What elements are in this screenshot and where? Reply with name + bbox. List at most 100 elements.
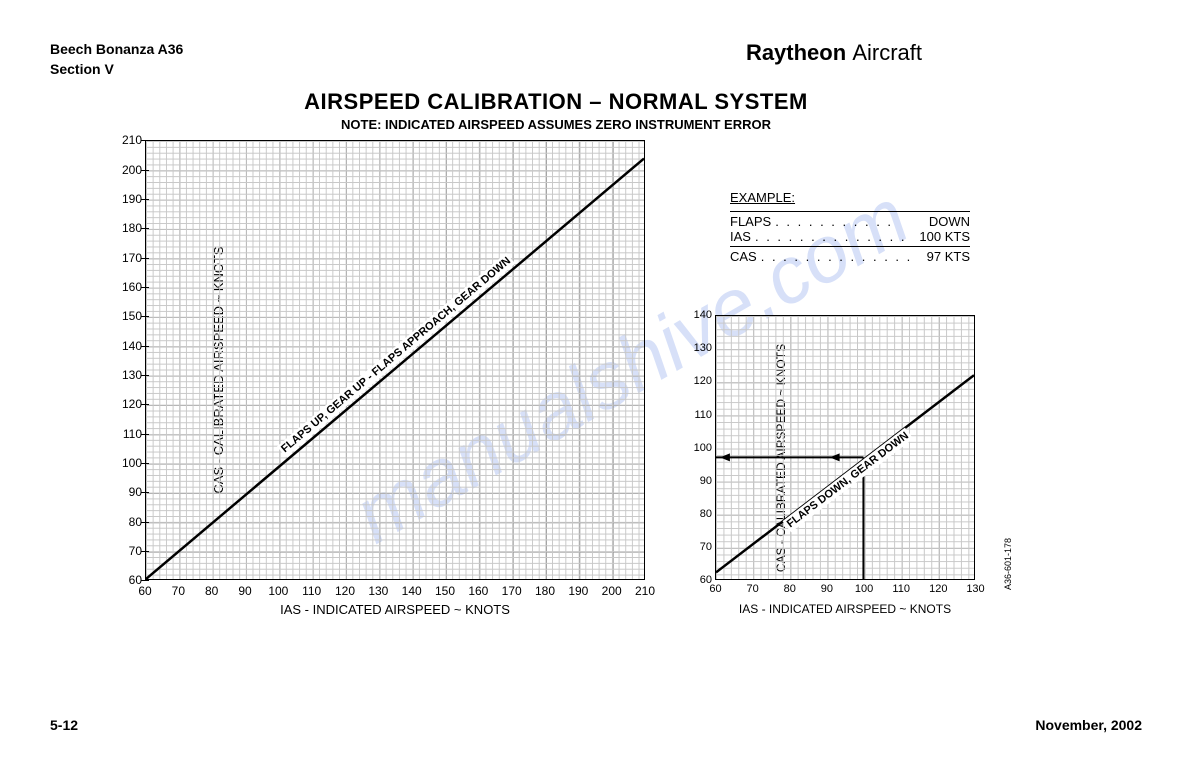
dots: . . . . . . . . . . . . . . — [761, 249, 923, 264]
chart1-ytick-mark — [141, 551, 149, 552]
chart1-xtick: 130 — [363, 584, 393, 598]
chart1-ytick-mark — [141, 580, 149, 581]
chart1-ytick-mark — [141, 228, 149, 229]
chart2-plot: FLAPS DOWN, GEAR DOWN — [715, 315, 975, 580]
chart2-xtick: 120 — [926, 583, 951, 595]
chart1-xlabel: IAS - INDICATED AIRSPEED ~ KNOTS — [145, 602, 645, 617]
chart1-ytick-mark — [141, 258, 149, 259]
example-rule-mid — [730, 246, 970, 247]
chart1-xtick: 110 — [297, 584, 327, 598]
example-row: IAS . . . . . . . . . . . . . . 100 KTS — [730, 229, 970, 244]
chart2-ytick: 80 — [682, 508, 712, 520]
brand-name: Raytheon — [746, 40, 846, 65]
chart2-ytick: 90 — [682, 475, 712, 487]
chart1-xtick: 190 — [563, 584, 593, 598]
brand-suffix: Aircraft — [852, 40, 922, 65]
chart1-ytick-mark — [141, 375, 149, 376]
chart1-ytick: 150 — [112, 309, 142, 323]
dots: . . . . . . . . . . . — [775, 214, 925, 229]
chart1-data-line — [146, 159, 644, 579]
example-result-label: CAS — [730, 249, 757, 264]
chart2-ytick: 60 — [682, 574, 712, 586]
chart1-xtick: 200 — [597, 584, 627, 598]
chart1-xtick: 70 — [163, 584, 193, 598]
chart1-ytick-mark — [141, 199, 149, 200]
aircraft-name: Beech Bonanza A36 — [50, 40, 183, 60]
header-left: Beech Bonanza A36 Section V — [50, 40, 183, 79]
chart1-ytick: 200 — [112, 163, 142, 177]
page-subtitle: NOTE: INDICATED AIRSPEED ASSUMES ZERO IN… — [170, 117, 942, 132]
chart1-ytick: 120 — [112, 397, 142, 411]
footer-date: November, 2002 — [1035, 717, 1142, 733]
chart1-ytick: 110 — [112, 427, 142, 441]
chart1-plot: FLAPS UP, GEAR UP - FLAPS APPROACH, GEAR… — [145, 140, 645, 580]
chart1-ytick: 170 — [112, 251, 142, 265]
chart1-ytick-mark — [141, 434, 149, 435]
chart2-xtick: 90 — [814, 583, 839, 595]
chart1-ytick-mark — [141, 522, 149, 523]
chart2-ytick: 110 — [682, 409, 712, 421]
example-label: IAS — [730, 229, 751, 244]
chart1-xtick: 150 — [430, 584, 460, 598]
page-title: AIRSPEED CALIBRATION – NORMAL SYSTEM — [170, 89, 942, 115]
chart2-ytick: 120 — [682, 375, 712, 387]
dots: . . . . . . . . . . . . . . — [755, 229, 915, 244]
header-right: Raytheon Aircraft — [746, 40, 922, 79]
chart1-xtick: 120 — [330, 584, 360, 598]
title-block: AIRSPEED CALIBRATION – NORMAL SYSTEM NOT… — [170, 89, 942, 132]
example-value: 100 KTS — [919, 229, 970, 244]
chart2-xtick: 100 — [852, 583, 877, 595]
example-value: DOWN — [929, 214, 970, 229]
chart2-ytick: 70 — [682, 541, 712, 553]
chart2-ytick: 130 — [682, 342, 712, 354]
chart1-xtick: 180 — [530, 584, 560, 598]
chart1-ytick-mark — [141, 463, 149, 464]
example-box: EXAMPLE: FLAPS . . . . . . . . . . . DOW… — [730, 190, 970, 264]
chart1-xtick: 170 — [497, 584, 527, 598]
chart1-ytick: 160 — [112, 280, 142, 294]
chart1-xtick: 100 — [263, 584, 293, 598]
chart1-ytick: 210 — [112, 133, 142, 147]
example-row: FLAPS . . . . . . . . . . . DOWN — [730, 214, 970, 229]
chart1-ytick: 80 — [112, 515, 142, 529]
chart1-ytick: 190 — [112, 192, 142, 206]
chart2-ytick: 100 — [682, 442, 712, 454]
chart1-xtick: 160 — [463, 584, 493, 598]
page-header: Beech Bonanza A36 Section V Raytheon Air… — [50, 40, 1142, 79]
chart1-xtick: 140 — [397, 584, 427, 598]
chart2-xtick: 80 — [777, 583, 802, 595]
chart1-ytick: 70 — [112, 544, 142, 558]
chart2-xtick: 110 — [889, 583, 914, 595]
chart1-ytick: 90 — [112, 485, 142, 499]
example-label: FLAPS — [730, 214, 771, 229]
chart1-xtick: 210 — [630, 584, 660, 598]
chart2-ytick: 140 — [682, 309, 712, 321]
chart1-ytick-mark — [141, 287, 149, 288]
example-result-value: 97 KTS — [927, 249, 970, 264]
chart-flaps-down: CAS - CALIBRATED AIRSPEED ~ KNOTS FLAPS … — [675, 315, 995, 600]
chart1-ytick: 60 — [112, 573, 142, 587]
chart1-ytick: 130 — [112, 368, 142, 382]
section-name: Section V — [50, 60, 183, 80]
chart1-ytick-mark — [141, 140, 149, 141]
chart-main: CAS - CALIBRATED AIRSPEED ~ KNOTS FLAPS … — [105, 140, 650, 600]
chart2-xlabel: IAS - INDICATED AIRSPEED ~ KNOTS — [715, 602, 975, 616]
charts-area: CAS - CALIBRATED AIRSPEED ~ KNOTS FLAPS … — [50, 140, 1142, 680]
page-footer: 5-12 November, 2002 — [50, 717, 1142, 733]
chart1-ytick: 100 — [112, 456, 142, 470]
example-heading: EXAMPLE: — [730, 190, 970, 205]
chart1-ytick-mark — [141, 404, 149, 405]
chart2-svg — [716, 316, 974, 579]
chart1-ytick: 180 — [112, 221, 142, 235]
chart1-ytick: 140 — [112, 339, 142, 353]
example-rule-top — [730, 211, 970, 212]
chart1-ytick-mark — [141, 492, 149, 493]
example-result-row: CAS . . . . . . . . . . . . . . 97 KTS — [730, 249, 970, 264]
chart1-ytick-mark — [141, 316, 149, 317]
page-number: 5-12 — [50, 717, 78, 733]
doc-reference: A36-601-178 — [1003, 538, 1013, 590]
chart1-ytick-mark — [141, 346, 149, 347]
chart1-ytick-mark — [141, 170, 149, 171]
chart2-xtick: 130 — [963, 583, 988, 595]
chart1-xtick: 80 — [197, 584, 227, 598]
